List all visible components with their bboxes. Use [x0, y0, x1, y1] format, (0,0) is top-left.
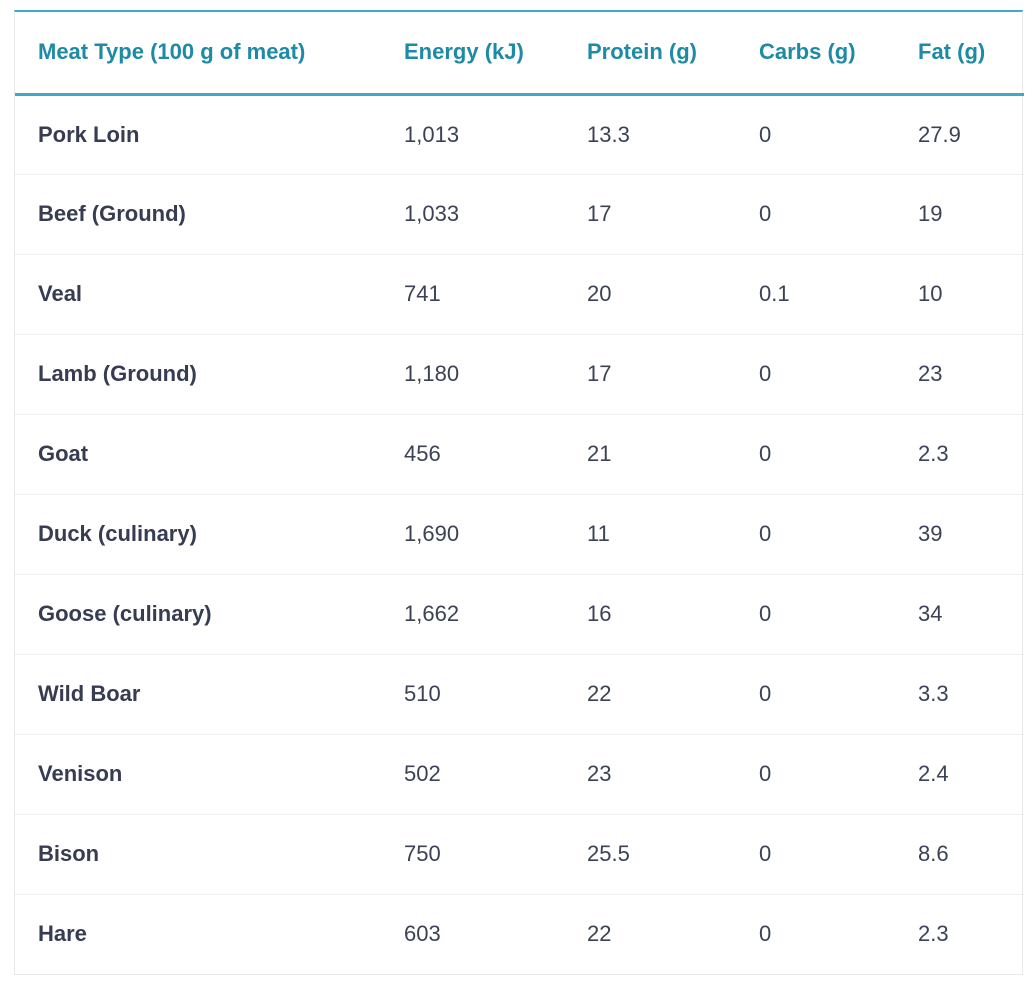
cell-protein: 23: [587, 761, 612, 786]
cell-fat: 34: [918, 601, 943, 626]
cell-energy: 1,180: [404, 361, 460, 386]
header-protein: Protein (g): [587, 39, 697, 65]
cell-fat: 19: [918, 201, 943, 226]
table-row: Hare 603 22 0 2.3: [15, 894, 1024, 974]
table-row: Duck (culinary) 1,690 11 0 39: [15, 494, 1024, 574]
cell-meat-type: Duck (culinary): [38, 521, 197, 546]
table-row: Pork Loin 1,013 13.3 0 27.9: [15, 94, 1024, 174]
cell-carbs: 0: [759, 201, 772, 226]
header-energy: Energy (kJ): [404, 39, 524, 65]
cell-meat-type: Wild Boar: [38, 681, 141, 706]
cell-fat: 27.9: [918, 121, 961, 147]
cell-protein: 11: [587, 521, 610, 546]
cell-energy: 1,013: [404, 121, 460, 147]
cell-protein: 22: [587, 921, 612, 947]
cell-protein: 22: [587, 681, 612, 706]
nutrition-table: Meat Type (100 g of meat) Energy (kJ) Pr…: [15, 12, 1024, 974]
header-meat-type: Meat Type (100 g of meat): [38, 39, 306, 65]
cell-meat-type: Lamb (Ground): [38, 361, 197, 386]
cell-energy: 502: [404, 761, 441, 786]
cell-energy: 603: [404, 921, 441, 947]
cell-protein: 20: [587, 281, 612, 306]
table-row: Goose (culinary) 1,662 16 0 34: [15, 574, 1024, 654]
table-row: Goat 456 21 0 2.3: [15, 414, 1024, 494]
cell-fat: 23: [918, 361, 943, 386]
cell-protein: 16: [587, 601, 612, 626]
table-row: Lamb (Ground) 1,180 17 0 23: [15, 334, 1024, 414]
cell-carbs: 0: [759, 681, 772, 706]
cell-carbs: 0: [759, 921, 772, 947]
cell-meat-type: Goose (culinary): [38, 601, 212, 626]
table-row: Beef (Ground) 1,033 17 0 19: [15, 174, 1024, 254]
cell-energy: 1,662: [404, 601, 460, 626]
cell-meat-type: Hare: [38, 921, 87, 947]
cell-meat-type: Bison: [38, 841, 100, 866]
table-row: Venison 502 23 0 2.4: [15, 734, 1024, 814]
cell-protein: 17: [587, 201, 612, 226]
cell-fat: 39: [918, 521, 943, 546]
cell-fat: 2.4: [918, 761, 949, 786]
cell-fat: 2.3: [918, 921, 949, 947]
cell-energy: 741: [404, 281, 441, 306]
table-row: Bison 750 25.5 0 8.6: [15, 814, 1024, 894]
nutrition-table-container: Meat Type (100 g of meat) Energy (kJ) Pr…: [14, 10, 1024, 975]
cell-carbs: 0: [759, 441, 772, 466]
cell-carbs: 0: [759, 761, 772, 786]
cell-meat-type: Goat: [38, 441, 89, 466]
cell-energy: 1,033: [404, 201, 460, 226]
cell-fat: 2.3: [918, 441, 949, 466]
cell-carbs: 0: [759, 841, 772, 866]
header-fat: Fat (g): [918, 39, 986, 65]
cell-energy: 750: [404, 841, 441, 866]
cell-carbs: 0: [759, 361, 772, 386]
table-body: Pork Loin 1,013 13.3 0 27.9 Beef (Ground) 1,03…: [15, 94, 1024, 974]
table-header: Meat Type (100 g of meat) Energy (kJ) Pr…: [15, 12, 1024, 94]
cell-protein: 25.5: [587, 841, 630, 866]
cell-energy: 456: [404, 441, 441, 466]
table-row: Wild Boar 510 22 0 3.3: [15, 654, 1024, 734]
table-row: Veal 741 20 0.1 10: [15, 254, 1024, 334]
cell-meat-type: Beef (Ground): [38, 201, 186, 226]
cell-carbs: 0: [759, 601, 772, 626]
header-carbs: Carbs (g): [759, 39, 856, 65]
cell-fat: 10: [918, 281, 943, 306]
cell-protein: 17: [587, 361, 612, 386]
cell-meat-type: Pork Loin: [38, 121, 140, 147]
cell-fat: 3.3: [918, 681, 949, 706]
cell-protein: 21: [587, 441, 612, 466]
cell-energy: 510: [404, 681, 441, 706]
cell-carbs: 0: [759, 521, 772, 546]
cell-fat: 8.6: [918, 841, 949, 866]
cell-carbs: 0.1: [759, 281, 790, 306]
cell-protein: 13.3: [587, 121, 630, 147]
cell-energy: 1,690: [404, 521, 460, 546]
cell-carbs: 0: [759, 121, 772, 147]
cell-meat-type: Veal: [38, 281, 83, 306]
header-row: Meat Type (100 g of meat) Energy (kJ) Pr…: [15, 12, 1024, 94]
cell-meat-type: Venison: [38, 761, 123, 786]
